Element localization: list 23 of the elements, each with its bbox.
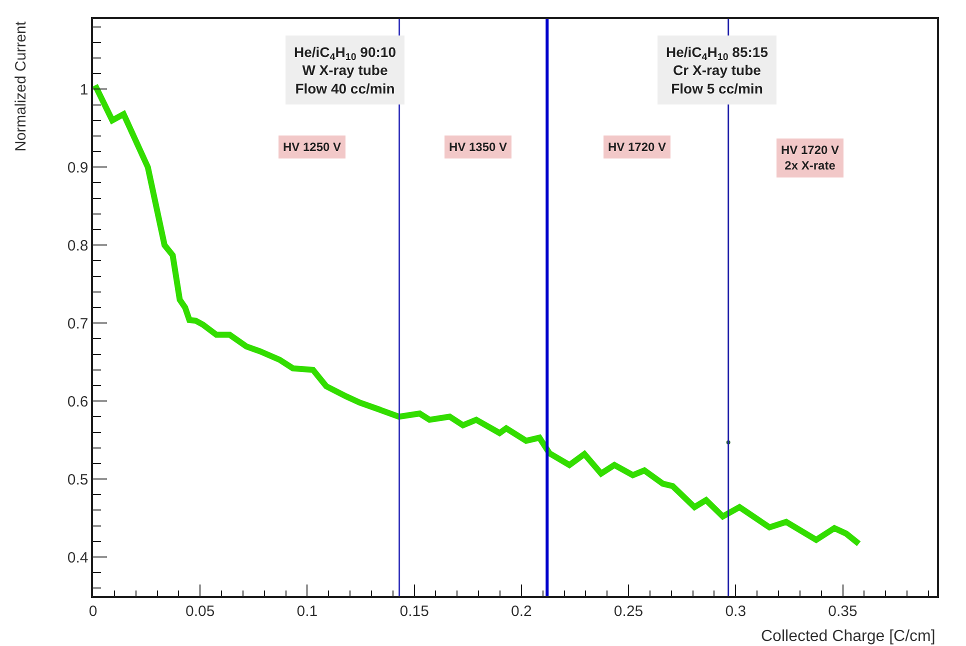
y-tick-label: 0.8: [67, 237, 88, 254]
y-tick-label: 0.5: [67, 471, 88, 488]
y-tick-label: 0.4: [67, 549, 88, 566]
y-tick-label: 0.6: [67, 393, 88, 410]
annotation: HV 1350 V: [449, 140, 508, 154]
annotation: He/iC$_{4}$H$_{10}$ 90:10 W X-ray tube Flow 40 cc/min: [294, 44, 396, 96]
annotation: HV 1720 V 2x X-rate: [781, 143, 840, 173]
x-tick-label: 0.35: [828, 602, 858, 620]
y-axis-title: Normalized Current: [12, 20, 30, 152]
x-axis-title: Collected Charge [C/cm]: [761, 628, 936, 645]
annotation: He/iC$_{4}$H$_{10}$ 85:15 Cr X-ray tube Flow 5 cc/min: [666, 44, 768, 96]
x-tick-label: 0.1: [296, 602, 318, 620]
annotation: HV 1250 V: [283, 140, 342, 154]
x-tick-label: 0.25: [614, 602, 644, 620]
annotation: HV 1720 V: [608, 140, 666, 154]
x-tick-label: 0.15: [400, 602, 429, 620]
x-tick-label: 0.05: [186, 602, 215, 620]
x-tick-label: 0: [88, 602, 98, 620]
y-tick-label: 1: [80, 81, 88, 98]
x-tick-label: 0.2: [511, 602, 532, 620]
y-tick-label: 0.9: [67, 159, 88, 176]
y-tick-label: 0.7: [67, 315, 88, 332]
x-tick-label: 0.3: [725, 602, 746, 620]
